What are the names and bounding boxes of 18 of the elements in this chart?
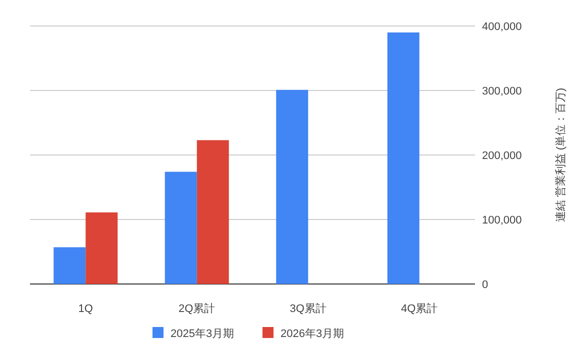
y-axis-title: 連結 営業利益 (単位：百万) xyxy=(554,88,567,222)
x-tick-label: 1Q xyxy=(78,303,94,315)
bar xyxy=(276,90,308,284)
bar xyxy=(86,212,118,284)
x-tick-label: 3Q累計 xyxy=(290,302,326,315)
y-tick-label: 200,000 xyxy=(482,150,522,162)
x-tick-label: 4Q累計 xyxy=(401,302,438,315)
bar xyxy=(387,32,420,284)
y-tick-label: 0 xyxy=(482,279,488,291)
y-tick-label: 400,000 xyxy=(482,21,522,33)
legend-label: 2026年3月期 xyxy=(280,328,344,340)
bar xyxy=(54,247,86,284)
y-tick-label: 300,000 xyxy=(482,86,522,98)
x-tick-label: 2Q累計 xyxy=(178,302,216,315)
bar xyxy=(196,140,229,284)
y-tick-label: 100,000 xyxy=(482,214,522,226)
bar xyxy=(164,172,197,284)
legend-label: 2025年3月期 xyxy=(170,328,234,340)
